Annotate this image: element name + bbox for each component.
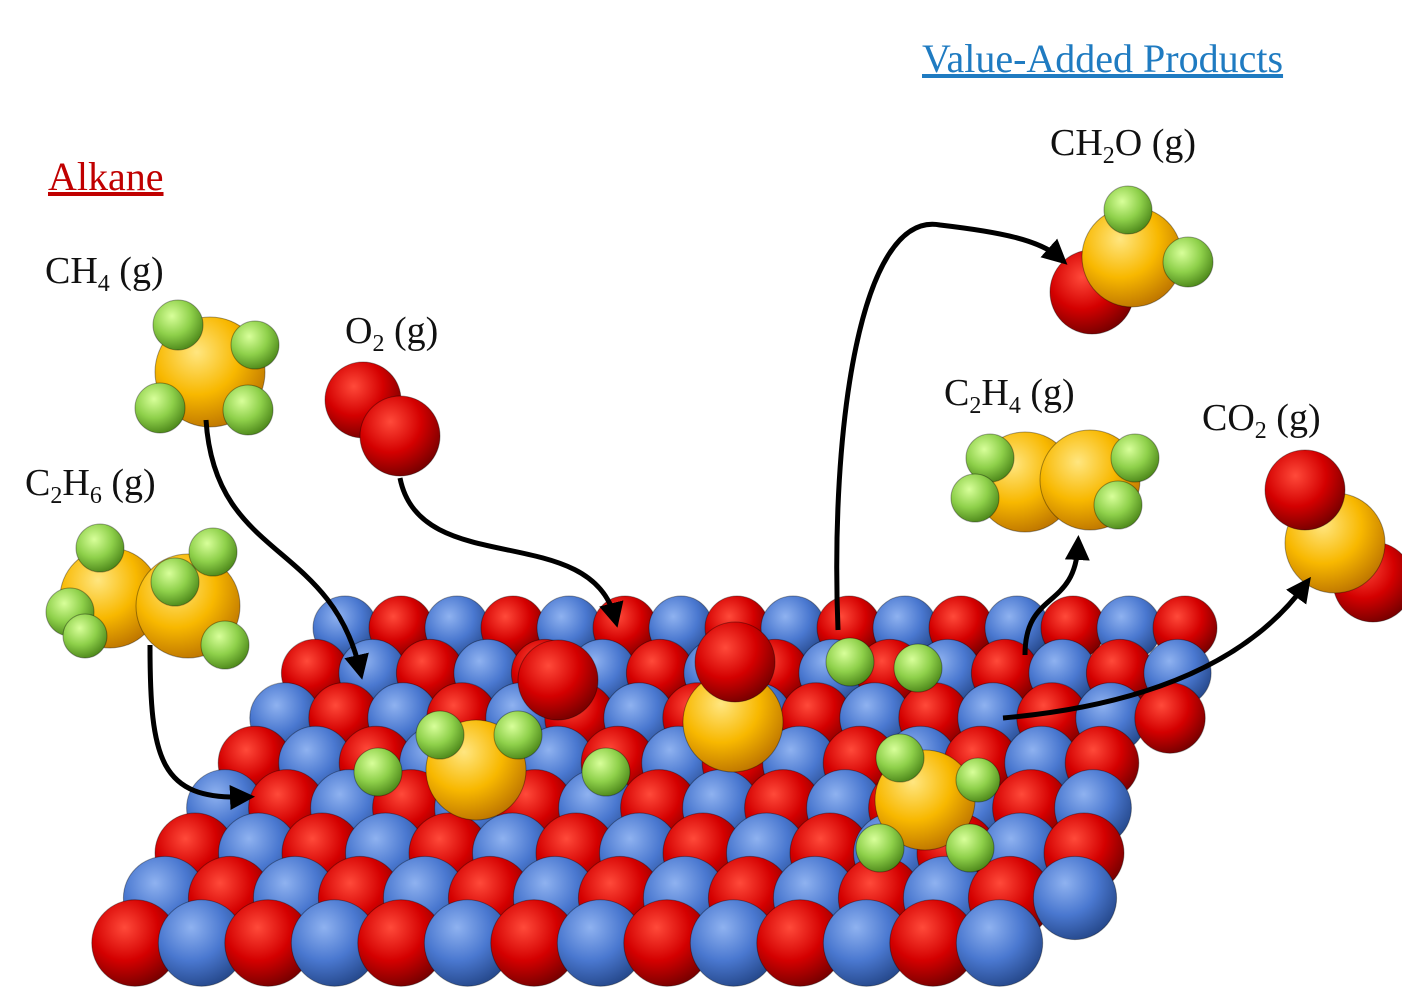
green-atom: [826, 638, 874, 686]
red-atom: [518, 640, 598, 720]
subscript: 2: [50, 483, 62, 509]
green-atom: [1111, 434, 1159, 482]
green-atom: [76, 524, 124, 572]
alkane-heading: Alkane: [48, 154, 164, 199]
red-atom: [360, 396, 440, 476]
molecule-label: CH2O (g): [1050, 122, 1196, 169]
green-atom: [223, 385, 273, 435]
subscript: 2: [372, 331, 384, 357]
label-text: C: [944, 372, 969, 414]
green-atom: [946, 824, 994, 872]
label-text: CO: [1202, 397, 1255, 439]
subscript: 2: [1103, 143, 1115, 169]
green-atom: [894, 644, 942, 692]
green-atom: [135, 383, 185, 433]
products-heading: Value-Added Products: [922, 36, 1283, 81]
subscript: 4: [1009, 393, 1021, 419]
green-atom: [856, 824, 904, 872]
red-atom: [695, 622, 775, 702]
label-text: O (g): [1115, 122, 1196, 164]
label-text: CH: [1050, 122, 1103, 164]
green-atom: [1163, 237, 1213, 287]
green-atom: [153, 300, 203, 350]
green-atom: [189, 528, 237, 576]
green-atom: [201, 621, 249, 669]
molecule-label: CH4 (g): [45, 250, 164, 297]
green-atom: [582, 748, 630, 796]
red-atom: [1265, 450, 1345, 530]
label-text: H: [62, 462, 89, 504]
label-text: O: [345, 310, 372, 352]
subscript: 6: [90, 483, 102, 509]
blue-atom: [956, 900, 1042, 986]
page: {"headings": {"alkane": "Alkane", "produ…: [0, 0, 1402, 992]
blue-atom: [1033, 856, 1116, 939]
label-text: (g): [110, 250, 164, 292]
green-atom: [416, 711, 464, 759]
catalyst-surface: [92, 596, 1217, 986]
subscript: 2: [1255, 418, 1267, 444]
green-atom: [876, 734, 924, 782]
molecule-label: O2 (g): [345, 310, 438, 357]
subscript: 2: [969, 393, 981, 419]
arrow: [837, 224, 1060, 630]
label-text: CH: [45, 250, 98, 292]
label-text: (g): [384, 310, 438, 352]
molecule-label: C2H4 (g): [944, 372, 1075, 419]
molecule-label: C2H6 (g): [25, 462, 156, 509]
label-text: (g): [102, 462, 156, 504]
green-atom: [63, 614, 107, 658]
green-atom: [1094, 481, 1142, 529]
green-atom: [951, 474, 999, 522]
green-atom: [151, 558, 199, 606]
label-text: (g): [1267, 397, 1321, 439]
label-text: C: [25, 462, 50, 504]
diagram: Alkane Value-Added Products CH4 (g)C2H6 …: [0, 0, 1402, 992]
green-atom: [1104, 186, 1152, 234]
label-text: (g): [1021, 372, 1075, 414]
green-atom: [231, 321, 279, 369]
molecule-label: CO2 (g): [1202, 397, 1321, 444]
green-atom: [494, 711, 542, 759]
subscript: 4: [98, 271, 110, 297]
green-atom: [354, 748, 402, 796]
label-text: H: [981, 372, 1008, 414]
green-atom: [956, 758, 1000, 802]
